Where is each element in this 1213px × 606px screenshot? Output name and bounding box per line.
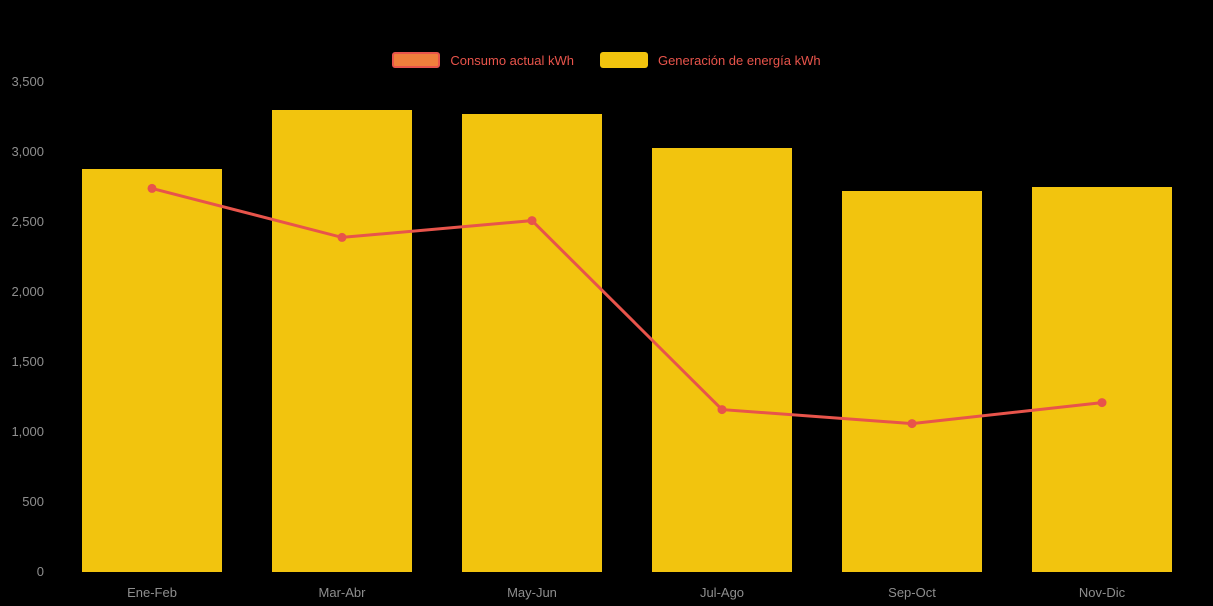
y-tick-500: 500 xyxy=(22,494,44,509)
bar-may-jun xyxy=(462,114,602,572)
plot-area xyxy=(57,82,1197,572)
bar-jul-ago xyxy=(652,147,792,572)
y-tick-2000: 2,000 xyxy=(11,284,44,299)
x-tick-may-jun: May-Jun xyxy=(507,585,557,600)
consumption-line xyxy=(151,186,1103,426)
line-marker-sep-oct xyxy=(907,419,917,429)
line-marker-jul-ago xyxy=(717,405,727,415)
legend-swatch-consumo-actual xyxy=(392,52,441,68)
x-tick-ene-feb: Ene-Feb xyxy=(127,585,177,600)
x-tick-nov-dic: Nov-Dic xyxy=(1078,585,1126,600)
x-tick-jul-ago: Jul-Ago xyxy=(699,585,745,600)
line-marker-nov-dic xyxy=(1097,398,1107,408)
legend-item-generacion[interactable]: Generación de energía kWh xyxy=(599,52,821,68)
y-tick-1000: 1,000 xyxy=(11,424,44,439)
line-marker-ene-feb xyxy=(147,183,157,193)
consumption-line-chart xyxy=(147,183,1107,429)
bar-mar-abr xyxy=(272,110,412,572)
y-tick-3500: 3,500 xyxy=(11,74,44,89)
line-marker-mar-abr xyxy=(337,232,347,242)
bar-sep-oct xyxy=(842,191,982,572)
x-tick-sep-oct: Sep-Oct xyxy=(888,585,936,600)
legend-label-generacion: Generación de energía kWh xyxy=(657,52,821,68)
x-tick-mar-abr: Mar-Abr xyxy=(318,585,366,600)
y-tick-2500: 2,500 xyxy=(11,214,44,229)
y-tick-3000: 3,000 xyxy=(11,144,44,159)
legend-swatch-generacion xyxy=(599,52,648,68)
legend-label-consumo-actual: Consumo actual kWh xyxy=(450,52,574,68)
y-tick-1500: 1,500 xyxy=(11,354,44,369)
line-marker-may-jun xyxy=(527,216,537,226)
legend-item-consumo-actual[interactable]: Consumo actual kWh xyxy=(392,52,574,68)
y-tick-0: 0 xyxy=(36,564,44,579)
bar-ene-feb xyxy=(82,168,222,572)
legend: Consumo actual kWh Generación de energía… xyxy=(0,52,1213,68)
bar-nov-dic xyxy=(1032,187,1172,572)
